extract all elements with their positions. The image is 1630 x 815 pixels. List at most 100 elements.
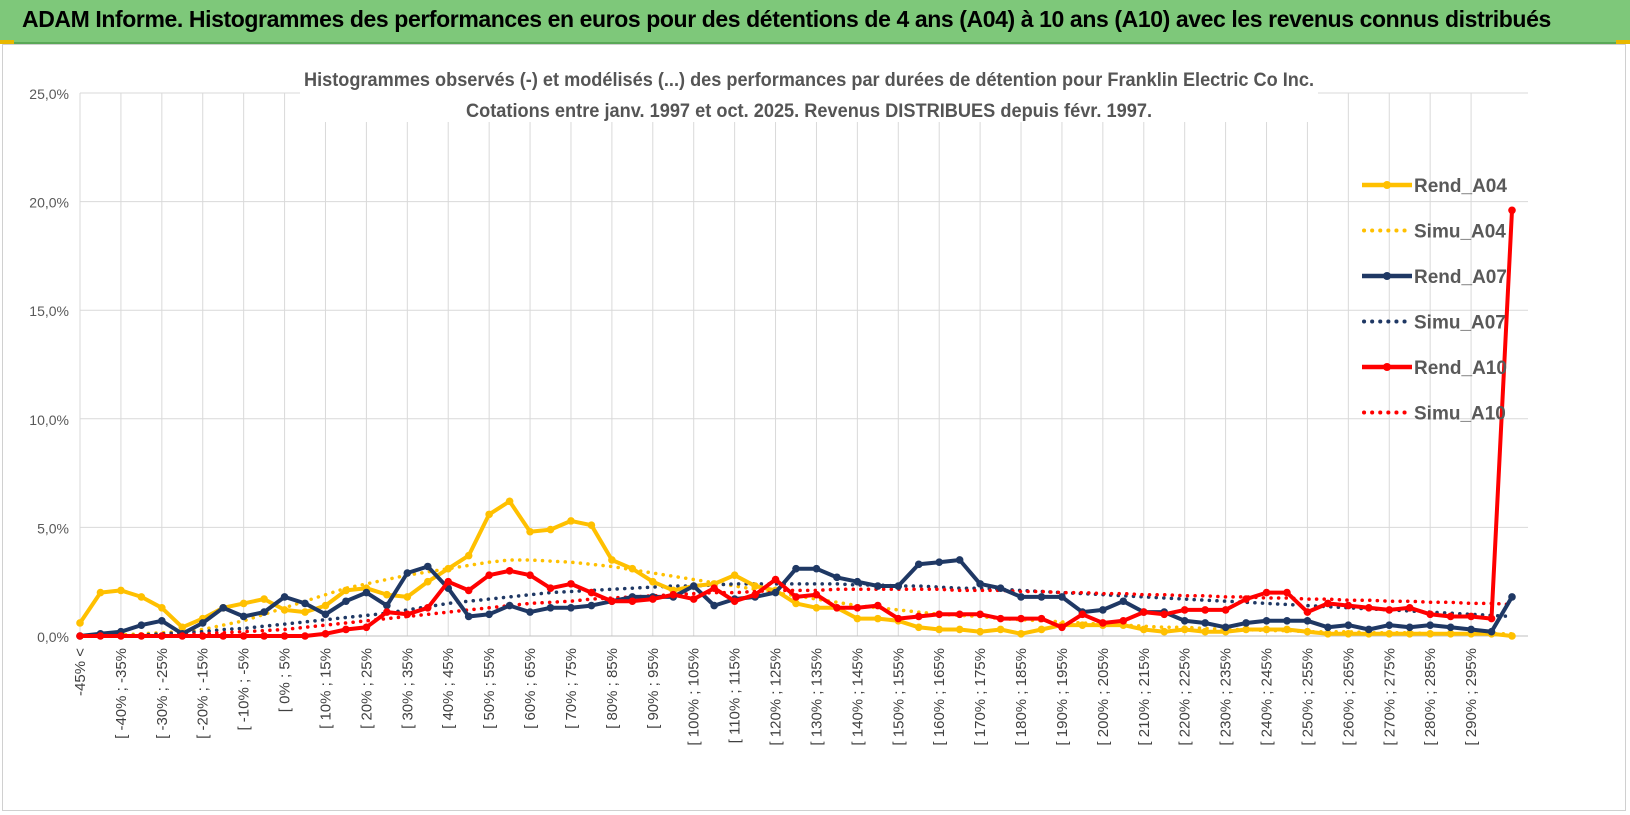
data-point	[1508, 593, 1516, 601]
data-point	[874, 582, 882, 590]
data-point	[853, 614, 862, 623]
data-point	[812, 564, 821, 573]
data-point	[1201, 627, 1209, 636]
gridlines	[79, 92, 1528, 637]
data-point	[219, 603, 227, 612]
data-point	[137, 632, 146, 640]
data-point	[751, 590, 759, 599]
x-tick-label: [ 70% ; 75%	[563, 648, 580, 729]
data-point	[342, 586, 350, 595]
data-point	[1160, 610, 1169, 619]
data-point	[1344, 621, 1353, 629]
y-tick-label: 25,0%	[29, 86, 69, 102]
data-point	[894, 614, 903, 623]
data-point	[219, 632, 227, 640]
data-point	[1099, 619, 1107, 627]
data-point	[158, 616, 166, 625]
data-point	[1017, 614, 1025, 623]
x-tick-label: [ 20% ; 25%	[358, 648, 375, 729]
data-point	[76, 619, 84, 627]
data-point	[1385, 630, 1394, 638]
data-point	[546, 584, 555, 593]
legend-label: Rend_A04	[1414, 176, 1507, 197]
data-point	[178, 632, 187, 640]
data-point	[608, 597, 616, 606]
data-point	[526, 571, 534, 579]
legend-item: Rend_A07	[1362, 267, 1507, 288]
legend-item: Rend_A10	[1362, 358, 1507, 379]
x-tick-label: [ 250% ; 255%	[1299, 648, 1316, 746]
data-point	[1037, 614, 1046, 623]
data-point	[1201, 606, 1209, 614]
data-point	[567, 517, 575, 525]
data-point	[1446, 612, 1455, 621]
series-line	[78, 558, 1514, 638]
x-tick-label: [ 270% ; 275%	[1381, 648, 1398, 746]
data-point	[137, 621, 146, 629]
data-point	[587, 521, 596, 530]
series-simu-a04	[78, 558, 1514, 638]
data-point	[280, 593, 289, 601]
data-point	[1180, 625, 1189, 634]
data-point	[689, 595, 698, 603]
data-point	[1426, 621, 1434, 629]
data-point	[1344, 601, 1353, 610]
data-point	[587, 601, 596, 610]
data-point	[1099, 606, 1107, 614]
legend-marker	[1383, 181, 1391, 189]
x-tick-label: [ 30% ; 35%	[399, 648, 416, 729]
report-title: ADAM Informe. Histogrammes des performan…	[22, 6, 1551, 32]
data-point	[158, 603, 166, 612]
data-point	[464, 551, 473, 560]
data-point	[587, 588, 596, 597]
data-point	[239, 632, 248, 640]
report-header: ADAM Informe. Histogrammes des performan…	[0, 0, 1630, 44]
data-point	[444, 564, 453, 573]
data-point	[1467, 612, 1475, 621]
legend-marker	[1383, 272, 1391, 280]
data-point	[914, 560, 923, 569]
data-point	[464, 612, 473, 621]
data-point	[1303, 616, 1312, 625]
data-point	[383, 608, 391, 616]
series-rend-a07	[76, 556, 1516, 640]
data-point	[996, 584, 1005, 593]
data-point	[1242, 625, 1250, 634]
data-point	[1242, 595, 1250, 603]
legend-item: Rend_A04	[1362, 176, 1507, 197]
data-point	[96, 632, 105, 640]
data-point	[710, 601, 718, 610]
chart-title-background	[300, 64, 1318, 122]
data-point	[1365, 625, 1373, 634]
legend-label: Simu_A10	[1414, 404, 1506, 425]
data-point	[894, 582, 903, 590]
data-point	[1467, 625, 1475, 634]
x-tick-label: [ 160% ; 165%	[931, 648, 948, 746]
x-tick-label: [ 40% ; 45%	[440, 648, 457, 729]
x-tick-label: [ -30% ; -25%	[154, 648, 171, 739]
data-point	[1426, 610, 1434, 619]
data-point	[812, 590, 821, 599]
data-point	[710, 584, 718, 593]
data-point	[1017, 630, 1025, 638]
x-tick-label: [ 0% ; 5%	[277, 648, 294, 712]
data-point	[1426, 630, 1434, 638]
data-point	[546, 603, 555, 612]
data-point	[403, 593, 412, 601]
data-point	[526, 527, 534, 536]
x-tick-label: [ 200% ; 205%	[1095, 648, 1112, 746]
data-point	[117, 632, 125, 640]
y-tick-label: 20,0%	[29, 195, 69, 211]
data-point	[1508, 632, 1516, 640]
data-point	[996, 614, 1005, 623]
data-point	[730, 597, 739, 606]
x-tick-label: [ 110% ; 115%	[727, 648, 744, 743]
chart-title: Histogrammes observés (-) et modélisés (…	[304, 70, 1314, 91]
x-axis: -45% < [ -40% ; -35% [ -30% ; -25% [ -20% ;…	[72, 635, 1528, 746]
data-point	[260, 595, 268, 603]
data-point	[567, 580, 575, 588]
x-tick-label: [ 90% ; 95%	[645, 648, 662, 729]
data-point	[301, 632, 309, 640]
legend-label: Simu_A04	[1414, 222, 1506, 243]
